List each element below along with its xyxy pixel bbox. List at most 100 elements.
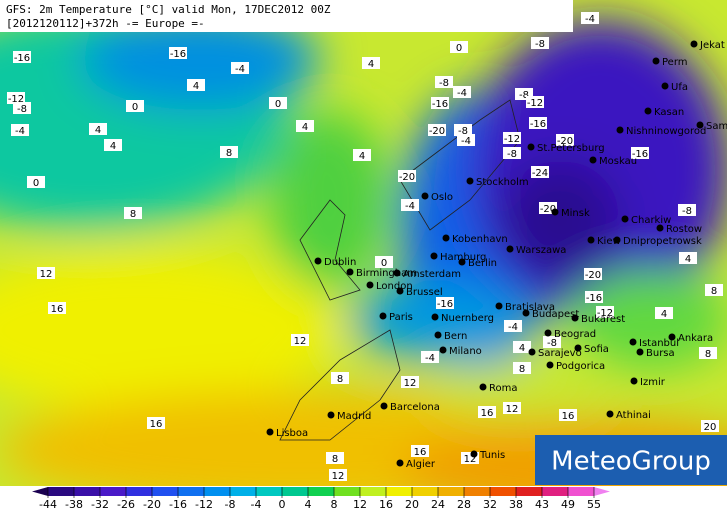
contour-label-box [581, 12, 599, 24]
city-label: Kasan [654, 107, 684, 118]
contour-label: -8 [507, 149, 517, 160]
contour-label-box [401, 199, 419, 211]
city-label: Rostow [666, 224, 702, 235]
contour-label-box [362, 57, 380, 69]
contour-label: 0 [132, 102, 138, 113]
colorbar: -44 -38 -32 -26 -20 -16 -12 -8 -4 0 4 8 12 16 20 24 28 32… [32, 487, 610, 511]
contour-label-box [435, 76, 453, 88]
contour-label: 12 [464, 454, 477, 465]
contour-label-box [124, 207, 142, 219]
contour-label: 16 [51, 304, 64, 315]
colorbar-swatch [360, 487, 386, 496]
contour-label-box [411, 445, 429, 457]
colorbar-swatch [48, 487, 74, 496]
city-label: Budapest [532, 309, 579, 320]
city-dot [544, 329, 552, 337]
city-dot [346, 268, 354, 276]
city-dot [574, 344, 582, 352]
colorbar-arrow [594, 487, 610, 496]
city-label: Barcelona [390, 402, 440, 413]
city-label: Nuernberg [441, 313, 494, 324]
contour-label-box [421, 351, 439, 363]
city-dot [690, 40, 698, 48]
contour-label: -12 [597, 308, 613, 319]
city-dot [644, 107, 652, 115]
city-dot [470, 450, 478, 458]
contour-label-box [291, 334, 309, 346]
city-label: St.Petersburg [537, 143, 605, 154]
city-label: Samara [706, 121, 727, 132]
city-dot [506, 245, 514, 253]
colorbar-tick-label: 16 [379, 498, 393, 511]
city-label: Brussel [406, 287, 443, 298]
colorbar-swatch [490, 487, 516, 496]
contour-label: -4 [15, 126, 25, 137]
colorbar-swatch [438, 487, 464, 496]
header-box [0, 0, 573, 32]
city-dot [571, 314, 579, 322]
contour-label: 8 [711, 286, 717, 297]
city-label: Roma [489, 383, 518, 394]
contour-label: 8 [337, 374, 343, 385]
city-label: Paris [389, 312, 413, 323]
city-label: Beograd [554, 329, 596, 340]
city-label: Kobenhavn [452, 234, 508, 245]
colorbar-swatch [568, 487, 594, 496]
cities: Jekat Perm Ufa Kasan SamaraNishninowgorod St.… [266, 40, 727, 470]
city-dot [466, 177, 474, 185]
city-dot [546, 361, 554, 369]
contour-label: -4 [461, 136, 471, 147]
city-dot [656, 224, 664, 232]
city-label: Bern [444, 331, 467, 342]
contour-label: -12 [527, 98, 543, 109]
contour-label: 8 [130, 209, 136, 220]
logo: MeteoGroup [551, 447, 711, 477]
contour-label: 16 [150, 419, 163, 430]
city-dot [616, 126, 624, 134]
contour-label-box [231, 62, 249, 74]
city-dot [327, 411, 335, 419]
contour-label: 0 [33, 178, 39, 189]
contour-label: -4 [457, 88, 467, 99]
colorbar-tick-label: 38 [509, 498, 523, 511]
contour-label-box [269, 97, 287, 109]
contour-label: -16 [586, 293, 602, 304]
contour-label: -16 [432, 99, 448, 110]
contour-label: 4 [368, 59, 374, 70]
city-label: Birmingham [356, 268, 417, 279]
contour-label: -8 [535, 39, 545, 50]
city-label: Minsk [561, 208, 590, 219]
contour-label-box [655, 307, 673, 319]
colorbar-swatch [334, 487, 360, 496]
city-label: Sofia [584, 344, 609, 355]
contour-label-box [513, 362, 531, 374]
city-label: Bratislava [505, 302, 555, 313]
city-label: Athinai [616, 410, 651, 421]
city-dot [652, 57, 660, 65]
contour-label-box [503, 147, 521, 159]
colorbar-swatch [74, 487, 100, 496]
contour-label-box [526, 96, 544, 108]
contour-label: 4 [110, 141, 116, 152]
city-label: Warszawa [516, 245, 566, 256]
contour-label-box [147, 417, 165, 429]
contour-label: -4 [425, 353, 435, 364]
contour-label-box [701, 420, 719, 432]
contour-label-box [450, 41, 468, 53]
city-label: Sarajevo [538, 348, 582, 359]
colorbar-tick-label: -4 [251, 498, 262, 511]
contour-label: -16 [170, 49, 186, 60]
contour-label: 12 [332, 471, 345, 482]
contour-label-box [428, 124, 446, 136]
city-dot [587, 236, 595, 244]
contour-label-box [13, 51, 31, 63]
contour-label: -16 [632, 149, 648, 160]
contour-label: 4 [302, 122, 308, 133]
contour-label: 4 [193, 81, 199, 92]
city-label: Amsterdam [403, 269, 461, 280]
contour-label-box [398, 170, 416, 182]
city-dot [528, 348, 536, 356]
city-dot [621, 215, 629, 223]
